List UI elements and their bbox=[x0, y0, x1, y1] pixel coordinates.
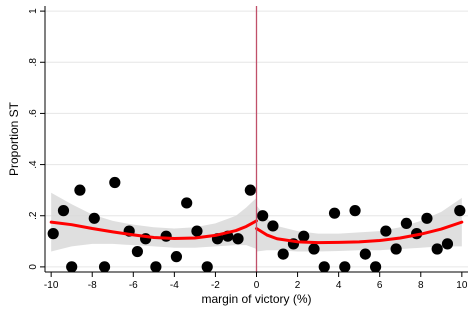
axes: 0 .2 .4 .6 .8 1 -10 -8 -6 -4 -2 0 2 4 6 8 10 bbox=[28, 6, 468, 291]
data-point bbox=[298, 230, 310, 242]
data-point bbox=[257, 210, 269, 222]
data-point bbox=[88, 212, 100, 224]
data-point bbox=[308, 243, 320, 255]
data-point bbox=[232, 233, 244, 245]
data-point bbox=[201, 261, 213, 273]
data-point bbox=[150, 261, 162, 273]
data-point bbox=[349, 205, 361, 217]
data-point bbox=[390, 243, 402, 255]
data-point bbox=[181, 197, 193, 209]
x-tick-label: 8 bbox=[418, 280, 424, 291]
x-tick-label: 2 bbox=[295, 280, 301, 291]
data-point bbox=[421, 212, 433, 224]
x-tick-label: 4 bbox=[336, 280, 342, 291]
y-axis-label: Proportion ST bbox=[7, 101, 21, 176]
data-point bbox=[318, 261, 330, 273]
data-point bbox=[369, 261, 382, 273]
data-point bbox=[98, 261, 111, 273]
data-point bbox=[47, 228, 59, 240]
data-point bbox=[328, 207, 341, 219]
fit-line-left bbox=[49, 219, 258, 240]
y-tick-label: .6 bbox=[28, 109, 39, 118]
data-point bbox=[191, 225, 203, 237]
fit-line-right bbox=[255, 220, 464, 245]
data-point bbox=[267, 220, 279, 232]
y-tick-label: .4 bbox=[28, 160, 39, 169]
data-point bbox=[431, 243, 443, 255]
y-tick-label: 1 bbox=[28, 8, 39, 14]
data-point bbox=[400, 217, 412, 230]
data-point bbox=[66, 261, 78, 273]
data-point bbox=[131, 245, 144, 258]
x-tick-label: -6 bbox=[129, 280, 138, 291]
x-tick-label: 0 bbox=[254, 280, 260, 291]
x-tick-label: -10 bbox=[44, 280, 59, 291]
x-tick-label: -8 bbox=[88, 280, 97, 291]
data-point bbox=[57, 205, 70, 217]
x-tick-label: -2 bbox=[211, 280, 220, 291]
data-point bbox=[454, 205, 466, 217]
data-point bbox=[359, 248, 371, 260]
data-point bbox=[441, 238, 454, 250]
data-point bbox=[339, 261, 351, 273]
x-tick-label: 6 bbox=[377, 280, 383, 291]
x-tick-label: -4 bbox=[170, 280, 179, 291]
fit-lines bbox=[49, 219, 464, 245]
y-tick-label: .2 bbox=[28, 211, 39, 220]
data-point bbox=[380, 225, 392, 237]
x-axis-label: margin of victory (%) bbox=[201, 292, 311, 306]
data-point bbox=[74, 184, 86, 196]
data-point bbox=[160, 230, 172, 242]
data-point bbox=[244, 184, 256, 196]
y-tick-label: .8 bbox=[28, 58, 39, 67]
data-point bbox=[109, 176, 121, 189]
y-tick-label: 0 bbox=[28, 264, 39, 270]
x-tick-label: 10 bbox=[456, 280, 468, 291]
data-point bbox=[170, 251, 183, 263]
data-point bbox=[277, 248, 289, 260]
